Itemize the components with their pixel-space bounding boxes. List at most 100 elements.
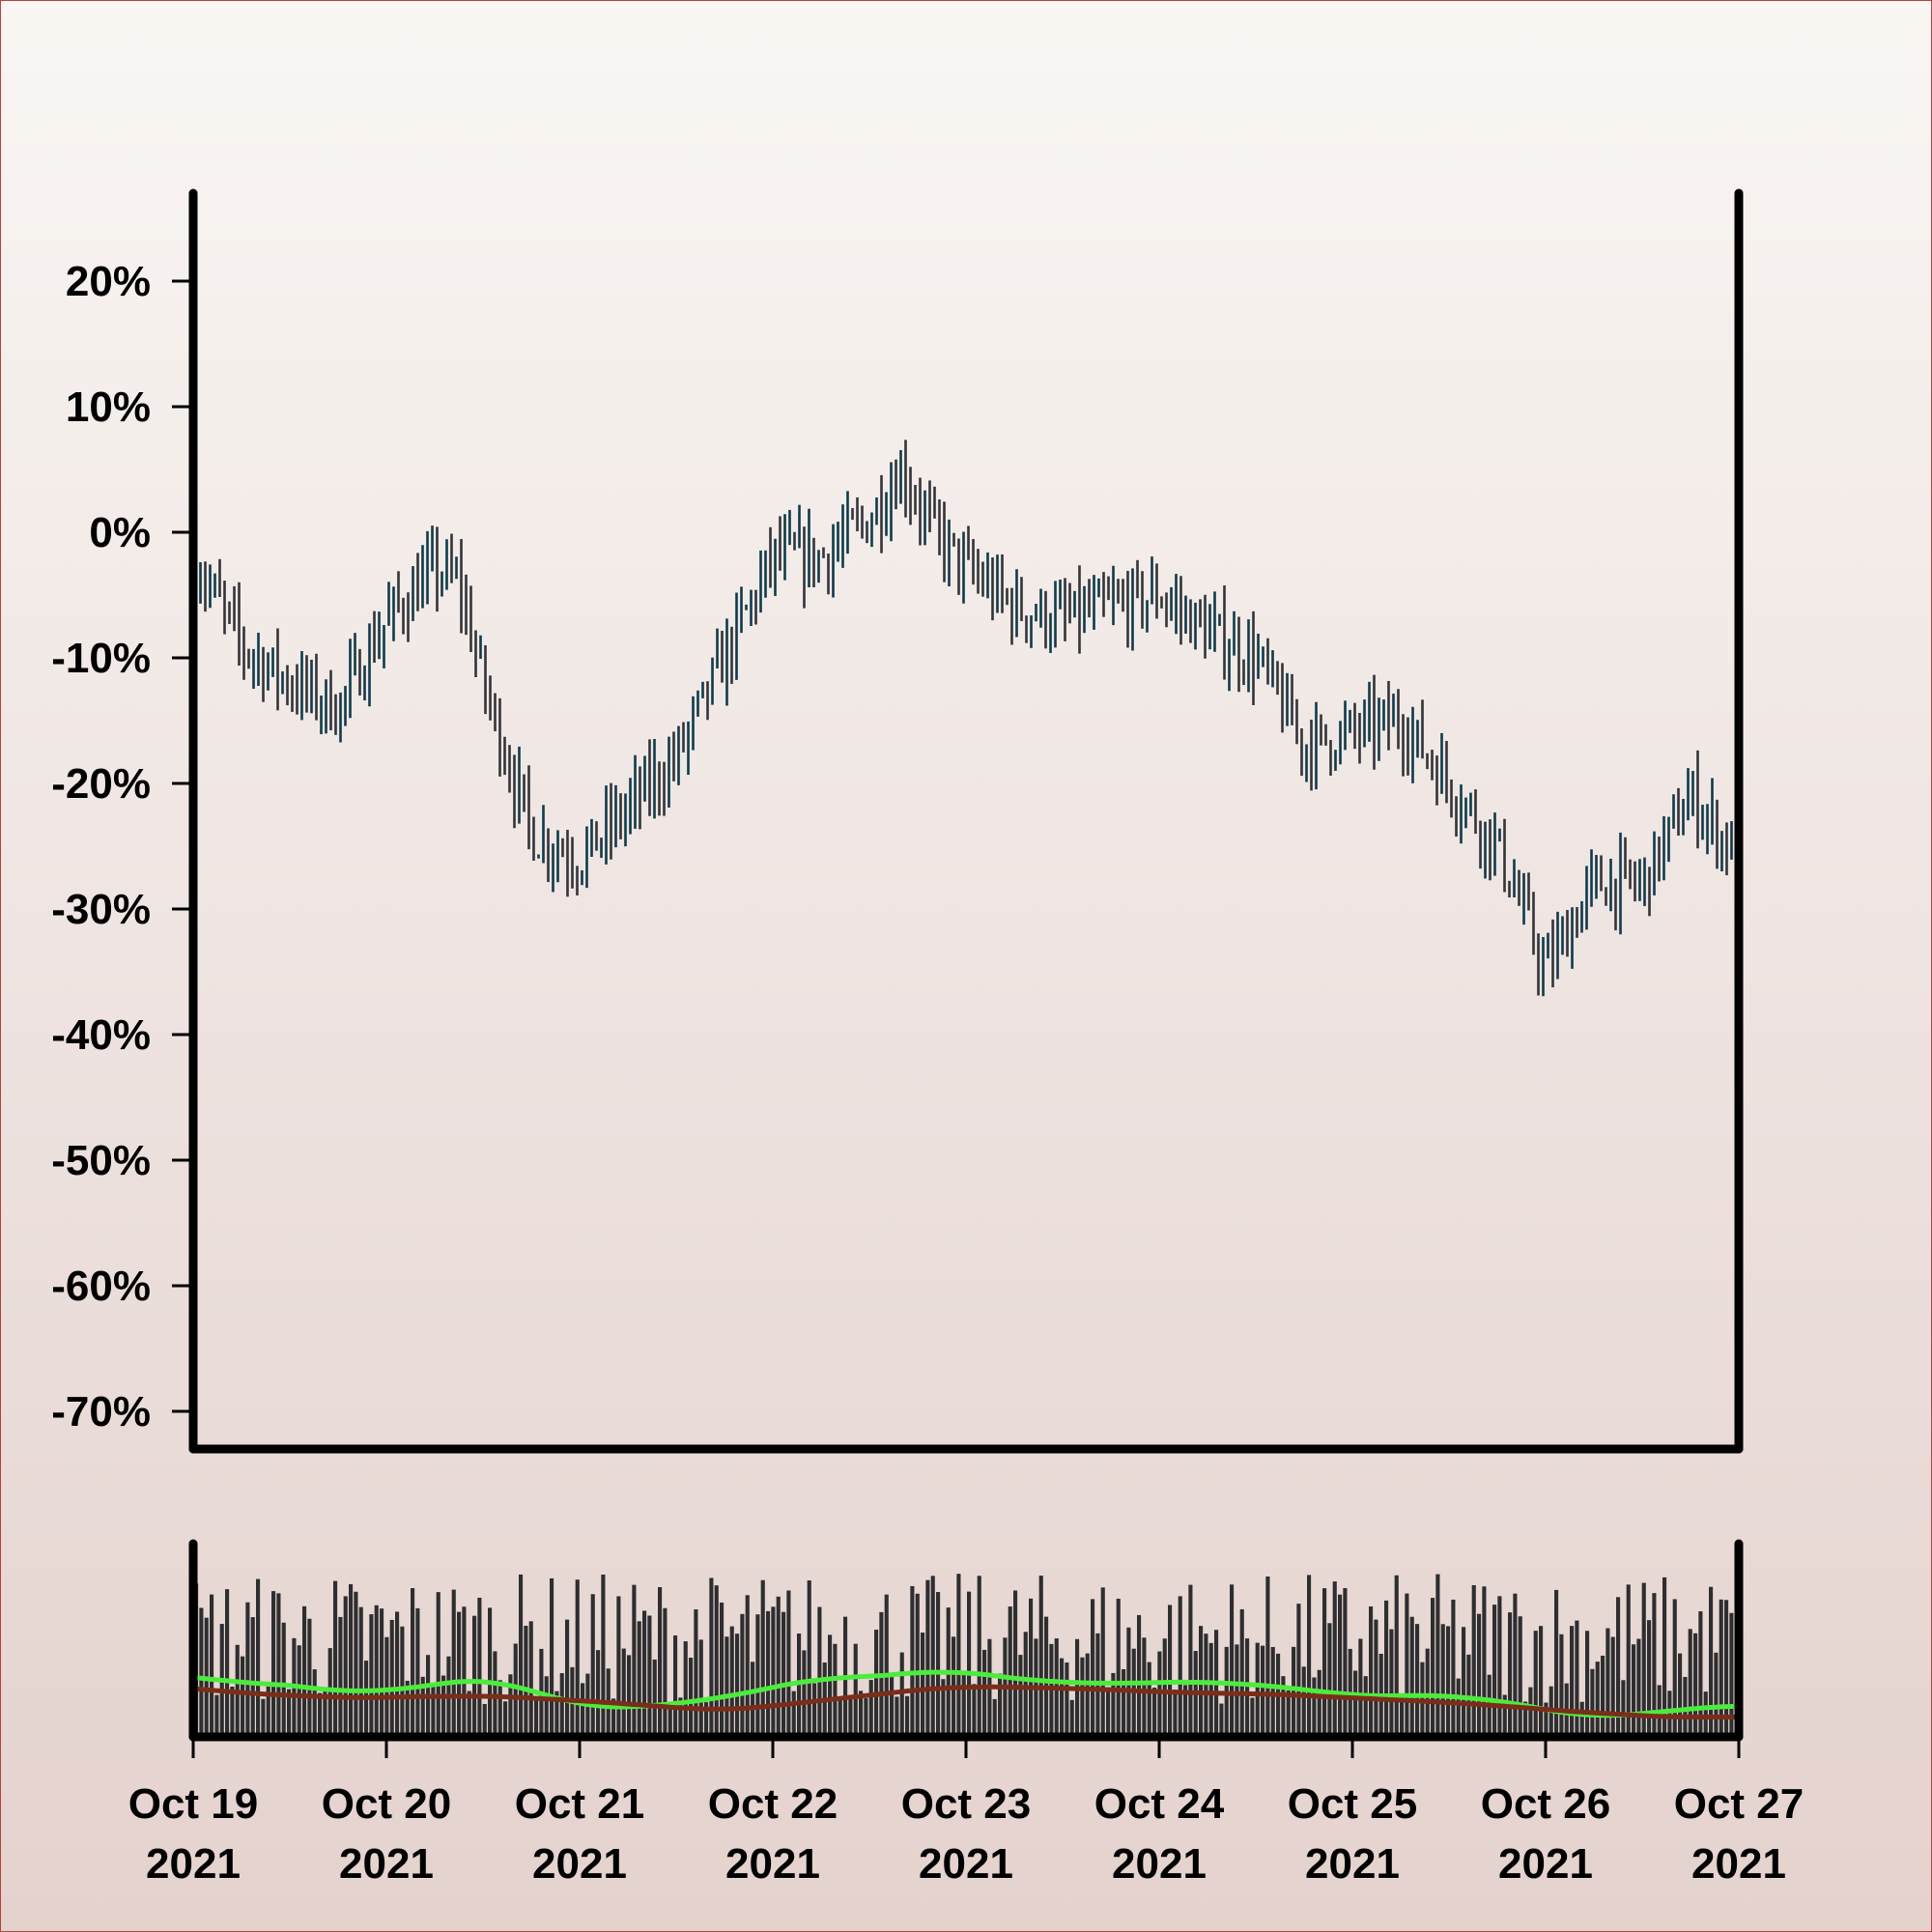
volume-bar	[1539, 1626, 1544, 1737]
volume-bar	[616, 1596, 621, 1737]
volume-bar	[1322, 1588, 1327, 1737]
volume-bar	[1482, 1586, 1487, 1737]
volume-bar	[1389, 1629, 1394, 1737]
volume-bar	[859, 1690, 864, 1737]
volume-bar	[637, 1621, 641, 1737]
volume-bar	[1142, 1637, 1147, 1737]
volume-bar	[1636, 1638, 1641, 1737]
volume-bar	[1616, 1597, 1621, 1737]
volume-bar	[1338, 1594, 1343, 1737]
volume-bar	[1353, 1670, 1358, 1737]
y-tick-label: -40%	[51, 1011, 151, 1059]
volume-bar	[1652, 1593, 1657, 1737]
volume-bar	[1183, 1685, 1188, 1737]
volume-bar	[405, 1680, 410, 1737]
volume-bar	[797, 1634, 802, 1737]
volume-bar	[225, 1589, 230, 1737]
volume-bar	[601, 1574, 606, 1737]
volume-bar	[534, 1699, 539, 1737]
volume-bar	[838, 1699, 842, 1737]
y-tick-label: -70%	[51, 1388, 151, 1435]
volume-bar	[323, 1690, 327, 1737]
volume-bar	[786, 1590, 791, 1737]
volume-bar	[1029, 1598, 1034, 1737]
volume-bar	[1415, 1624, 1420, 1737]
x-tick-label-year: 2021	[1498, 1840, 1593, 1888]
volume-bar	[1575, 1620, 1579, 1737]
volume-bar	[864, 1697, 868, 1737]
volume-bar	[1384, 1600, 1389, 1737]
x-tick-label-date: Oct 24	[1094, 1780, 1225, 1828]
y-tick-label: -50%	[51, 1137, 151, 1184]
volume-bar	[760, 1579, 765, 1737]
volume-bar	[1235, 1644, 1239, 1737]
volume-bar	[714, 1585, 719, 1737]
volume-bar	[745, 1595, 750, 1737]
volume-bar	[802, 1650, 807, 1737]
x-axis: Oct 19 2021 Oct 20 2021 Oct 21 2021 Oct 22 2021…	[128, 1737, 1804, 1888]
volume-bar	[673, 1635, 678, 1737]
x-tick-label-year: 2021	[1305, 1840, 1400, 1888]
volume-bar	[956, 1574, 961, 1737]
volume-bar	[1508, 1612, 1513, 1737]
volume-bar	[1307, 1575, 1312, 1737]
volume-bar	[735, 1634, 740, 1737]
volume-bar	[519, 1574, 524, 1737]
volume-bar	[250, 1617, 255, 1737]
volume-bar	[256, 1578, 261, 1737]
volume-bar	[828, 1634, 833, 1737]
volume-bar	[1239, 1608, 1244, 1737]
volume-bar	[709, 1577, 714, 1737]
volume-bar	[632, 1584, 637, 1737]
volume-bar	[1178, 1596, 1182, 1737]
volume-bar	[1435, 1574, 1440, 1737]
x-tick-label-year: 2021	[919, 1840, 1013, 1888]
volume-bar	[1456, 1678, 1461, 1737]
volume-bar	[590, 1594, 595, 1737]
volume-bar	[1492, 1605, 1497, 1737]
volume-bar	[1672, 1599, 1677, 1737]
volume-bar	[1409, 1616, 1414, 1737]
volume-bar	[704, 1702, 709, 1737]
y-tick-label: -30%	[51, 886, 151, 933]
volume-bar	[1008, 1606, 1012, 1737]
volume-bar	[1729, 1612, 1734, 1737]
volume-bar	[436, 1592, 440, 1737]
volume-bar	[1678, 1653, 1683, 1737]
volume-bar	[1590, 1668, 1595, 1737]
volume-bar	[477, 1597, 482, 1737]
y-axis: 20% 10% 0% -10% -20% -30% -40% -50% -60% -70%	[51, 258, 193, 1435]
volume-bar	[791, 1690, 796, 1737]
volume-bar	[1332, 1581, 1337, 1737]
volume-bar	[1714, 1652, 1719, 1737]
volume-bar	[689, 1658, 694, 1737]
volume-bar	[1018, 1655, 1023, 1737]
volume-bar	[817, 1606, 822, 1737]
volume-bar	[1363, 1676, 1368, 1737]
volume-bar	[327, 1648, 332, 1737]
volume-bar	[1440, 1624, 1445, 1737]
volume-bar	[720, 1602, 724, 1737]
volume-bar	[899, 1652, 904, 1737]
volume-bar	[581, 1683, 585, 1737]
volume-bar	[972, 1684, 977, 1737]
volume-bar	[1683, 1676, 1688, 1737]
volume-bar	[1647, 1620, 1652, 1737]
x-tick-label-year: 2021	[532, 1840, 627, 1888]
volume-bar	[1533, 1631, 1538, 1737]
volume-bar	[358, 1606, 363, 1737]
volume-bar	[276, 1593, 281, 1737]
price-bars	[194, 440, 1738, 997]
volume-bar	[1173, 1690, 1178, 1737]
volume-bar	[302, 1605, 307, 1737]
volume-bar	[694, 1609, 698, 1737]
volume-bar	[1719, 1599, 1723, 1737]
x-tick-label-year: 2021	[725, 1840, 820, 1888]
volume-bar	[1049, 1643, 1054, 1737]
volume-bar	[1431, 1598, 1435, 1737]
volume-bar	[411, 1588, 415, 1737]
volume-bar	[1100, 1587, 1105, 1737]
x-tick-label-date: Oct 19	[128, 1780, 259, 1828]
volume-bar	[1462, 1627, 1466, 1737]
volume-bar	[848, 1694, 853, 1737]
